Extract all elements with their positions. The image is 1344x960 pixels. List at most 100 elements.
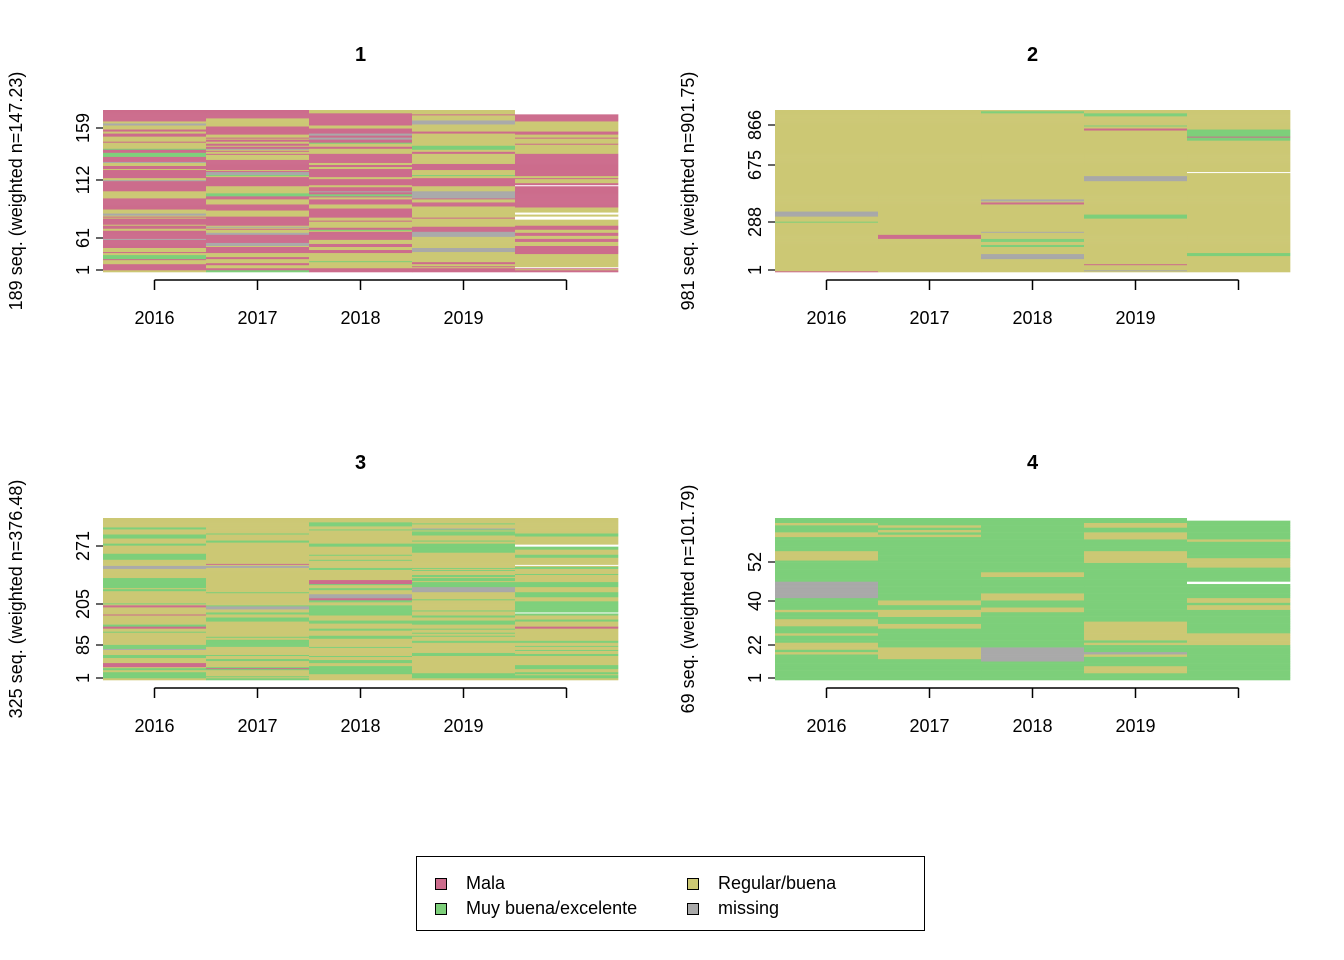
sequence-band — [878, 677, 982, 681]
sequence-band — [878, 192, 982, 194]
sequence-band — [515, 543, 619, 545]
sequence-band — [309, 630, 413, 632]
sequence-band — [412, 237, 516, 239]
sequence-band — [1187, 158, 1291, 160]
sequence-band — [309, 251, 413, 254]
sequence-band — [103, 184, 207, 187]
sequence-band — [515, 648, 619, 650]
sequence-band — [309, 186, 413, 189]
sequence-band — [412, 563, 516, 565]
sequence-band — [878, 229, 982, 231]
sequence-band — [103, 112, 207, 114]
sequence-band — [206, 129, 310, 131]
sequence-band — [981, 141, 1085, 143]
sequence-band — [309, 574, 413, 577]
sequence-band — [103, 569, 207, 571]
sequence-band — [412, 606, 516, 608]
sequence-band — [515, 269, 619, 272]
sequence-band — [775, 567, 879, 570]
sequence-band — [103, 630, 207, 632]
sequence-band — [309, 566, 413, 568]
sequence-band — [412, 269, 516, 272]
sequence-band — [515, 562, 619, 564]
sequence-band — [515, 182, 619, 185]
sequence-band — [206, 142, 310, 144]
sequence-band — [981, 253, 1085, 256]
sequence-band — [515, 196, 619, 198]
sequence-band — [515, 134, 619, 136]
sequence-band — [103, 230, 207, 232]
sequence-band — [775, 148, 879, 150]
sequence-band — [981, 178, 1085, 181]
sequence-band — [1187, 262, 1291, 265]
sequence-band — [775, 597, 879, 601]
sequence-band — [412, 193, 516, 195]
sequence-band — [1187, 138, 1291, 140]
sequence-band — [309, 569, 413, 571]
sequence-band — [103, 185, 207, 188]
sequence-band — [206, 666, 310, 669]
sequence-band — [206, 112, 310, 114]
sequence-band — [103, 138, 207, 140]
sequence-band — [1187, 234, 1291, 236]
sequence-band — [775, 560, 879, 563]
sequence-band — [515, 255, 619, 258]
sequence-band — [309, 253, 413, 256]
sequence-band — [1084, 621, 1188, 624]
sequence-band — [981, 626, 1085, 629]
sequence-band — [981, 562, 1085, 566]
sequence-band — [981, 555, 1085, 559]
sequence-band — [1084, 555, 1188, 559]
sequence-band — [206, 646, 310, 648]
sequence-band — [515, 521, 619, 523]
sequence-band — [775, 553, 879, 556]
sequence-band — [515, 262, 619, 265]
sequence-band — [412, 162, 516, 164]
sequence-band — [1084, 618, 1188, 622]
y-tick-label: 288 — [745, 207, 765, 237]
sequence-band — [103, 629, 207, 631]
sequence-band — [412, 175, 516, 178]
sequence-band — [981, 237, 1085, 239]
sequence-band — [309, 571, 413, 573]
sequence-band — [103, 638, 207, 640]
sequence-band — [515, 257, 619, 260]
sequence-band — [206, 578, 310, 581]
sequence-band — [1187, 255, 1291, 258]
sequence-band — [1084, 223, 1188, 225]
sequence-band — [1084, 151, 1188, 153]
sequence-band — [103, 139, 207, 141]
sequence-band — [206, 561, 310, 563]
sequence-band — [412, 535, 516, 537]
sequence-band — [103, 534, 207, 536]
sequence-band — [775, 132, 879, 134]
sequence-band — [412, 263, 516, 266]
sequence-band — [1187, 194, 1291, 196]
sequence-band — [1187, 172, 1291, 175]
sequence-band — [412, 172, 516, 175]
sequence-band — [412, 254, 516, 257]
sequence-band — [878, 567, 982, 570]
sequence-band — [412, 534, 516, 536]
sequence-band — [775, 621, 879, 624]
sequence-band — [309, 148, 413, 150]
sequence-band — [878, 132, 982, 134]
sequence-band — [412, 217, 516, 219]
sequence-band — [206, 617, 310, 619]
sequence-band — [103, 574, 207, 577]
sequence-band — [878, 583, 982, 587]
sequence-band — [309, 625, 413, 627]
sequence-band — [412, 551, 516, 553]
sequence-band — [878, 189, 982, 192]
sequence-column-5 — [515, 518, 619, 681]
sequence-band — [412, 208, 516, 210]
sequence-band — [1187, 133, 1291, 135]
sequence-band — [515, 193, 619, 195]
sequence-band — [515, 267, 619, 270]
sequence-band — [206, 153, 310, 155]
sequence-band — [981, 148, 1085, 150]
sequence-band — [775, 644, 879, 648]
sequence-band — [775, 651, 879, 655]
sequence-band — [412, 558, 516, 560]
sequence-band — [206, 250, 310, 253]
